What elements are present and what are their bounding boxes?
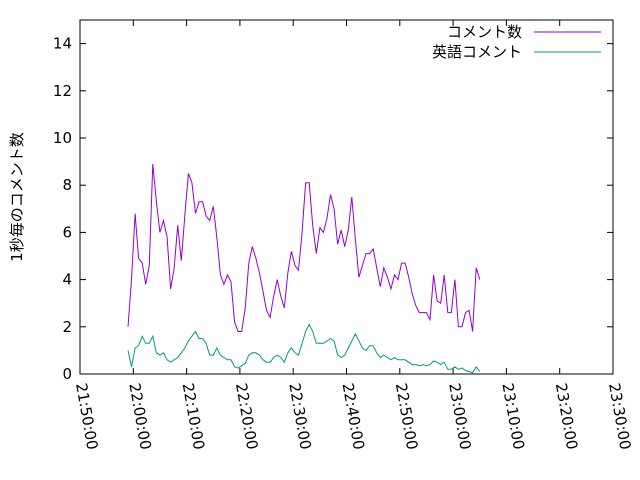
x-tick-label: 21:50:00 bbox=[72, 382, 101, 451]
y-tick-label: 8 bbox=[62, 176, 72, 194]
series-line-1 bbox=[127, 323, 481, 374]
y-tick-label: 6 bbox=[62, 223, 72, 241]
x-tick-label: 22:20:00 bbox=[232, 382, 261, 451]
y-tick-label: 14 bbox=[53, 35, 72, 53]
y-tick-label: 0 bbox=[62, 365, 72, 383]
x-tick-label: 22:00:00 bbox=[125, 382, 154, 451]
y-tick-label: 12 bbox=[53, 82, 72, 100]
x-tick-label: 22:50:00 bbox=[392, 382, 421, 451]
x-tick-label: 23:00:00 bbox=[445, 382, 474, 451]
plot-frame bbox=[79, 19, 614, 375]
x-tick-label: 22:30:00 bbox=[285, 382, 314, 451]
y-tick-label: 2 bbox=[62, 318, 72, 336]
y-tick-label: 10 bbox=[53, 129, 72, 147]
legend-label-comments: コメント数 bbox=[447, 23, 522, 41]
y-axis-label: 1秒毎のコメント数 bbox=[8, 132, 26, 262]
series-line-0 bbox=[127, 163, 481, 332]
x-tick-label: 22:40:00 bbox=[339, 382, 368, 451]
legend-label-english-comments: 英語コメント bbox=[432, 43, 522, 61]
legend: コメント数 英語コメント bbox=[432, 23, 601, 61]
x-tick-label: 22:10:00 bbox=[179, 382, 208, 451]
x-tick-label: 23:30:00 bbox=[605, 382, 634, 451]
x-tick-label: 23:20:00 bbox=[552, 382, 581, 451]
y-tick-label: 4 bbox=[62, 271, 72, 289]
x-tick-label: 23:10:00 bbox=[498, 382, 527, 451]
